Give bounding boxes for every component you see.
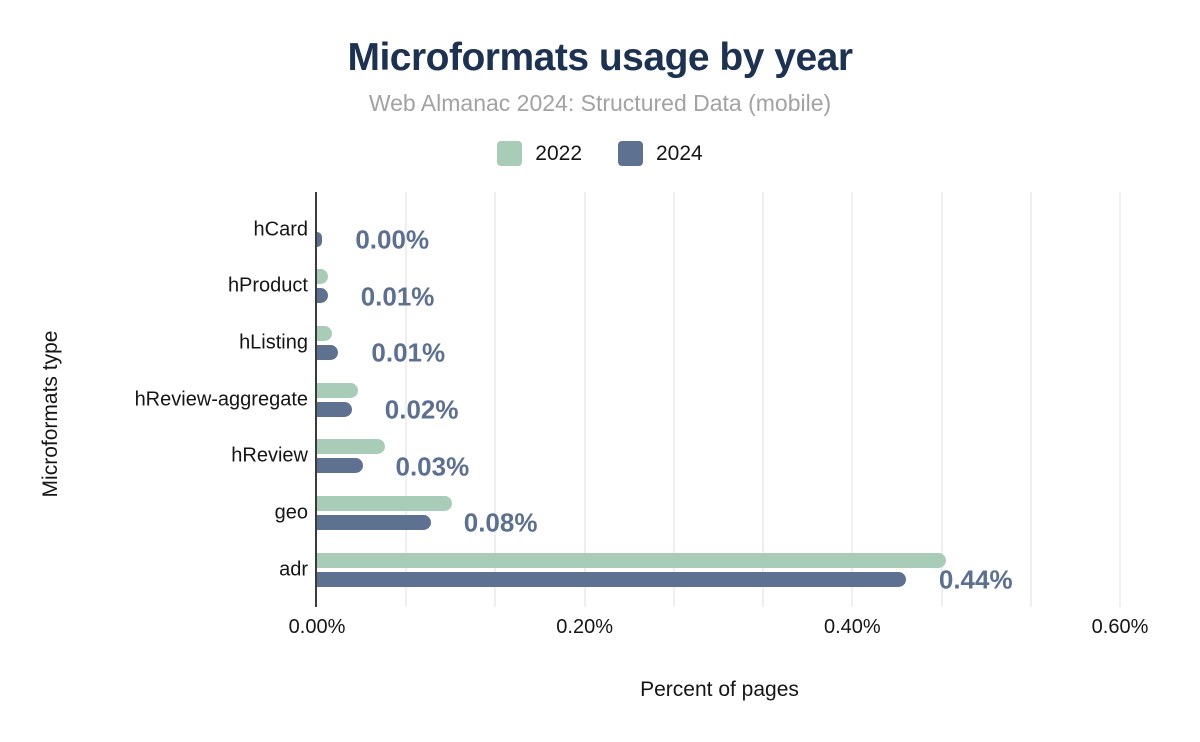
bar-2022-adr [317, 552, 947, 568]
legend-label-2024: 2024 [656, 141, 703, 165]
x-tick-label: 0.40% [823, 616, 881, 638]
x-axis-title: Percent of pages [640, 678, 799, 701]
category-label: hReview-aggregate [134, 388, 308, 410]
bar-2024-hReview-aggregate [317, 401, 352, 417]
bar-2024-geo [317, 514, 431, 530]
plot-area: 0.00% 0.01% 0.01% 0.02% 0.03% 0.08% 0.44% [317, 192, 1121, 607]
gridline [405, 192, 408, 607]
category-label: geo [274, 501, 308, 524]
category-label: hListing [239, 331, 308, 354]
chart-title: Microformats usage by year [347, 36, 853, 79]
bar-2022-hReview-aggregate [317, 382, 359, 398]
bar-2022-geo [317, 495, 453, 511]
bar-2024-hCard [317, 231, 323, 247]
category-label: hCard [253, 218, 308, 240]
x-tick-label: 0.20% [556, 616, 614, 638]
legend-item-2022: 2022 [497, 141, 582, 166]
bar-value-label: 0.03% [395, 451, 470, 482]
bar-2024-adr [317, 571, 906, 587]
bar-value-label: 0.00% [355, 224, 430, 255]
bar-2024-hProduct [317, 288, 328, 304]
gridline [672, 192, 675, 607]
category-label: adr [279, 558, 308, 581]
bar-value-label: 0.44% [938, 564, 1013, 595]
gridline [762, 192, 765, 607]
legend-item-2024: 2024 [618, 141, 703, 166]
bar-2022-hReview [317, 439, 386, 455]
bar-value-label: 0.02% [384, 394, 459, 425]
y-axis-title: Microformats type [39, 330, 62, 498]
bar-2022-hProduct [317, 269, 328, 285]
legend-swatch-2024-icon [618, 141, 643, 166]
bar-2024-hListing [317, 344, 339, 360]
gridline [494, 192, 497, 607]
category-label: hReview [231, 444, 308, 467]
gridline [1119, 192, 1121, 607]
x-tick-label: 0.00% [288, 616, 346, 638]
gridline [940, 192, 943, 607]
bar-value-label: 0.08% [463, 507, 538, 538]
category-label: hProduct [227, 274, 308, 297]
x-tick-label: 0.60% [1091, 616, 1149, 638]
bar-value-label: 0.01% [371, 337, 446, 368]
gridline [583, 192, 586, 607]
legend-label-2022: 2022 [535, 141, 582, 165]
legend-swatch-2022-icon [497, 141, 523, 166]
gridline [851, 192, 854, 607]
chart-subtitle: Web Almanac 2024: Structured Data (mobil… [368, 90, 832, 116]
y-axis-line [315, 192, 317, 607]
legend: 2022 2024 [0, 141, 1200, 166]
gridline [1029, 192, 1032, 607]
bar-2022-hListing [317, 325, 332, 341]
bar-2024-hReview [317, 458, 363, 474]
bar-value-label: 0.01% [360, 281, 435, 312]
